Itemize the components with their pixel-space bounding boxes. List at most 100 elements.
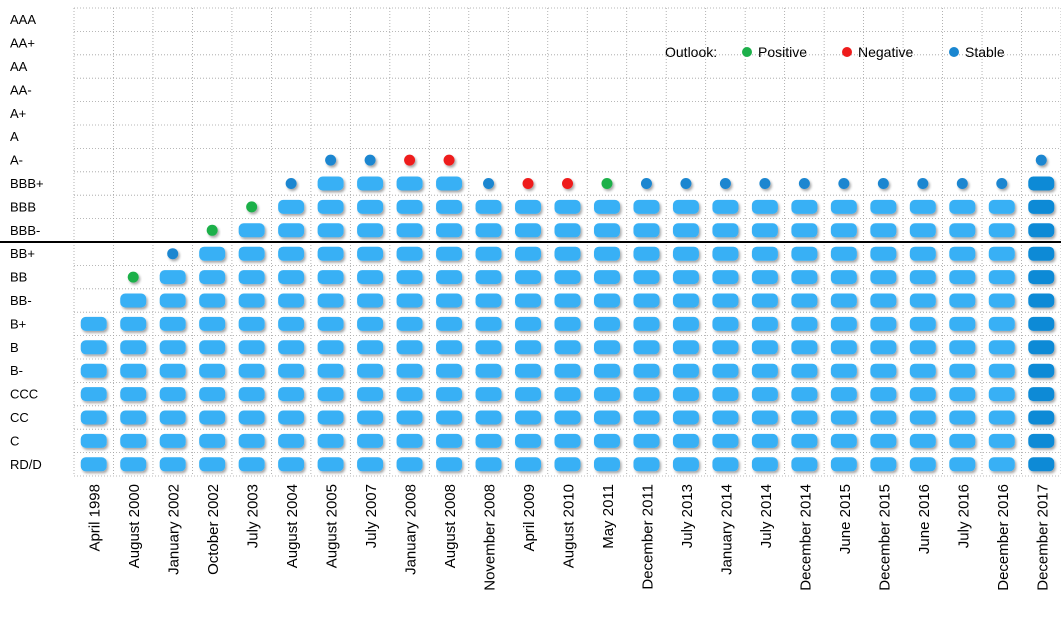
rating-bar-segment	[554, 293, 581, 308]
rating-bar-segment	[909, 199, 936, 214]
rating-bar-segment	[791, 270, 818, 285]
outlook-dot-negative	[562, 178, 573, 189]
rating-bar-segment	[1028, 340, 1055, 355]
rating-bar-segment	[317, 433, 344, 448]
rating-bar-segment	[554, 246, 581, 261]
rating-bar-segment	[475, 316, 502, 331]
rating-bar-segment	[120, 363, 147, 378]
rating-bar-segment	[436, 363, 463, 378]
x-tick-label: November 2008	[482, 484, 499, 591]
x-tick-label: June 2015	[837, 484, 854, 554]
rating-bar-segment	[988, 457, 1015, 472]
rating-bar-segment	[751, 270, 778, 285]
rating-bar-segment	[80, 340, 107, 355]
rating-bar-segment	[120, 316, 147, 331]
y-tick-label: BBB	[10, 199, 36, 214]
x-tick-label: August 2004	[284, 484, 301, 568]
x-tick-label: December 2014	[797, 484, 814, 591]
rating-bar-segment	[712, 457, 739, 472]
rating-bar-segment	[436, 293, 463, 308]
rating-bar-segment	[949, 410, 976, 425]
rating-bar-segment	[751, 433, 778, 448]
rating-bar-segment	[949, 199, 976, 214]
rating-bar-segment	[515, 340, 542, 355]
rating-bar-segment	[396, 176, 423, 191]
rating-bar-segment	[238, 363, 265, 378]
rating-bar-segment	[475, 387, 502, 402]
rating-bar-segment	[870, 199, 897, 214]
outlook-dot-stable	[167, 248, 179, 260]
rating-bar-segment	[1028, 387, 1055, 402]
outlook-dot-stable	[759, 178, 771, 189]
rating-bar-segment	[515, 387, 542, 402]
outlook-dot-negative	[522, 178, 534, 189]
rating-bar-segment	[278, 246, 305, 261]
outlook-dot-stable	[325, 154, 337, 166]
rating-bar-segment	[199, 410, 226, 425]
rating-bar-segment	[672, 270, 699, 285]
rating-bar-segment	[633, 270, 660, 285]
rating-bar-segment	[870, 387, 897, 402]
rating-bar-segment	[712, 223, 739, 238]
x-tick-label: July 2003	[245, 484, 262, 548]
rating-bar-segment	[593, 433, 620, 448]
rating-bar-segment	[672, 387, 699, 402]
rating-bar-segment	[515, 433, 542, 448]
rating-bar-segment	[120, 433, 147, 448]
y-tick-label: BB-	[10, 293, 32, 308]
rating-bar-segment	[988, 223, 1015, 238]
rating-bar-segment	[159, 293, 186, 308]
x-tick-label: December 2017	[1034, 484, 1051, 591]
rating-bar-segment	[712, 246, 739, 261]
rating-bar-segment	[120, 410, 147, 425]
x-tick-label: July 2016	[955, 484, 972, 548]
rating-bar-segment	[791, 293, 818, 308]
outlook-dot-stable	[719, 178, 731, 189]
rating-bars	[80, 176, 1055, 472]
x-tick-label: December 2015	[876, 484, 893, 591]
rating-bar-segment	[988, 387, 1015, 402]
rating-bar-segment	[199, 316, 226, 331]
rating-bar-segment	[159, 433, 186, 448]
rating-bar-segment	[751, 316, 778, 331]
rating-bar-segment	[357, 410, 384, 425]
rating-bar-segment	[949, 433, 976, 448]
rating-bar-segment	[436, 223, 463, 238]
rating-bar-segment	[159, 316, 186, 331]
rating-bar-segment	[396, 199, 423, 214]
y-axis-tick-labels: RD/DCCCCCCB-BB+BB-BBBB+BBB-BBBBBB+A-AA+A…	[10, 12, 44, 472]
y-tick-label: B-	[10, 363, 23, 378]
rating-bar-segment	[199, 363, 226, 378]
rating-bar-segment	[357, 223, 384, 238]
rating-bar-segment	[199, 387, 226, 402]
outlook-dot-stable	[483, 178, 495, 189]
rating-bar-segment	[870, 246, 897, 261]
rating-bar-segment	[1028, 199, 1055, 214]
rating-bar-segment	[278, 363, 305, 378]
rating-bar-segment	[988, 293, 1015, 308]
rating-bar-segment	[633, 363, 660, 378]
rating-bar-segment	[791, 363, 818, 378]
rating-bar-segment	[396, 457, 423, 472]
rating-bar-segment	[1028, 363, 1055, 378]
rating-bar-segment	[988, 410, 1015, 425]
rating-bar-segment	[475, 270, 502, 285]
outlook-dot-stable	[680, 178, 692, 189]
rating-bar-segment	[278, 316, 305, 331]
rating-bar-segment	[672, 246, 699, 261]
outlook-dot-stable	[285, 178, 297, 189]
rating-bar-segment	[396, 293, 423, 308]
rating-bar-segment	[870, 316, 897, 331]
rating-bar-segment	[238, 387, 265, 402]
rating-bar-segment	[593, 293, 620, 308]
rating-bar-segment	[436, 340, 463, 355]
rating-bar-segment	[317, 363, 344, 378]
rating-bar-segment	[988, 433, 1015, 448]
rating-bar-segment	[515, 199, 542, 214]
rating-bar-segment	[278, 433, 305, 448]
rating-bar-segment	[593, 223, 620, 238]
rating-bar-segment	[396, 433, 423, 448]
rating-bar-segment	[278, 223, 305, 238]
rating-bar-segment	[357, 433, 384, 448]
outlook-dot-positive	[601, 178, 613, 189]
